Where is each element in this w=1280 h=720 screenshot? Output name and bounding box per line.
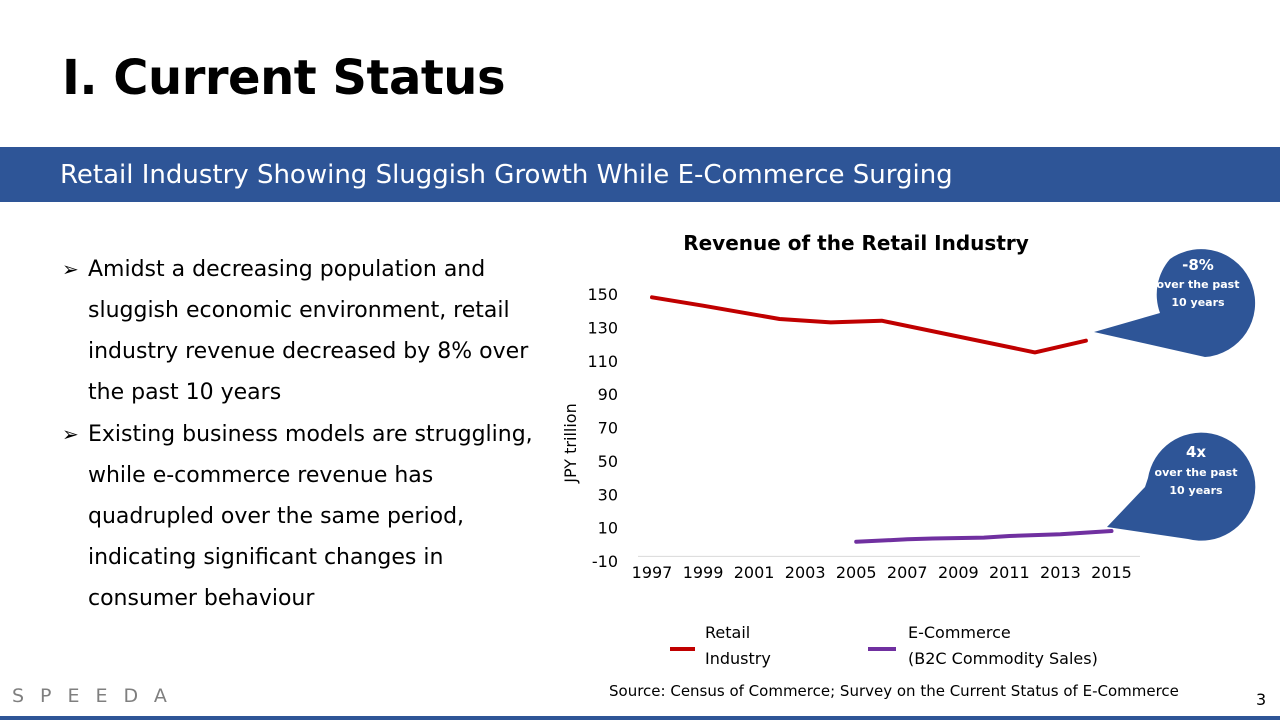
x-tick-label: 2011 [989, 563, 1030, 582]
callout-retail-shape [1094, 249, 1256, 357]
footer-divider [0, 716, 1280, 720]
bullet-list: ➢ Amidst a decreasing population and slu… [62, 249, 542, 620]
callout-ecommerce: 4x over the past 10 years [1107, 432, 1256, 541]
x-tick-label: 2013 [1040, 563, 1081, 582]
x-tick-label: 2005 [836, 563, 877, 582]
callout-retail-value: -8% [1182, 256, 1214, 274]
x-tick-label: 2001 [734, 563, 775, 582]
y-axis-ticks: -10 10 30 50 70 90 110 130 150 [587, 285, 618, 571]
x-tick-label: 1997 [632, 563, 673, 582]
bullet-item: ➢ Existing business models are strugglin… [62, 414, 542, 619]
series-line-retail [650, 295, 1088, 355]
y-tick-label: 10 [598, 519, 618, 538]
y-tick-label: 70 [598, 419, 618, 438]
page-title: I. Current Status [62, 50, 506, 106]
callout-ecommerce-shape [1107, 432, 1256, 541]
legend: Retail Industry E-Commerce (B2C Commodit… [670, 623, 1098, 668]
revenue-line-chart: Revenue of the Retail Industry JPY trill… [561, 231, 1256, 668]
source-note: Source: Census of Commerce; Survey on th… [609, 682, 1179, 700]
section-banner: Retail Industry Showing Sluggish Growth … [0, 147, 1280, 202]
legend-label-ecommerce-line2: (B2C Commodity Sales) [908, 649, 1098, 668]
speeda-logo: SPEEDA [12, 685, 183, 707]
x-axis-ticks: 1997 1999 2001 2003 2005 2007 2009 2011 2013 2015 [632, 563, 1132, 582]
page-number: 3 [1256, 690, 1267, 709]
legend-label-retail-line2: Industry [705, 649, 771, 668]
bullet-text: Existing business models are struggling,… [88, 422, 533, 611]
legend-label-retail-line1: Retail [705, 623, 750, 642]
callout-ecommerce-line2: 10 years [1169, 484, 1223, 497]
callout-retail-line2: 10 years [1171, 296, 1225, 309]
y-tick-label: 110 [587, 352, 618, 371]
legend-label-ecommerce-line1: E-Commerce [908, 623, 1011, 642]
y-tick-label: 130 [587, 318, 618, 337]
callout-ecommerce-value: 4x [1186, 443, 1206, 461]
y-tick-label: 30 [598, 485, 618, 504]
callout-retail: -8% over the past 10 years [1094, 249, 1256, 357]
series-layer [650, 295, 1114, 544]
y-axis-label: JPY trillion [561, 403, 580, 483]
y-tick-label: 50 [598, 452, 618, 471]
callout-ecommerce-line1: over the past [1155, 466, 1238, 479]
chart-title: Revenue of the Retail Industry [683, 231, 1029, 255]
x-tick-label: 2007 [887, 563, 928, 582]
bullet-item: ➢ Amidst a decreasing population and slu… [62, 249, 542, 413]
arrow-bullet-icon: ➢ [62, 257, 79, 281]
banner-text: Retail Industry Showing Sluggish Growth … [60, 160, 953, 190]
arrow-bullet-icon: ➢ [62, 422, 79, 446]
x-tick-label: 2015 [1091, 563, 1132, 582]
y-tick-label: 90 [598, 385, 618, 404]
y-tick-label: 150 [587, 285, 618, 304]
series-line-ecommerce [854, 529, 1114, 544]
x-tick-label: 1999 [683, 563, 724, 582]
x-tick-label: 2003 [785, 563, 826, 582]
callout-retail-line1: over the past [1157, 278, 1240, 291]
y-tick-label: -10 [592, 552, 618, 571]
bullet-text: Amidst a decreasing population and slugg… [88, 257, 529, 405]
x-tick-label: 2009 [938, 563, 979, 582]
